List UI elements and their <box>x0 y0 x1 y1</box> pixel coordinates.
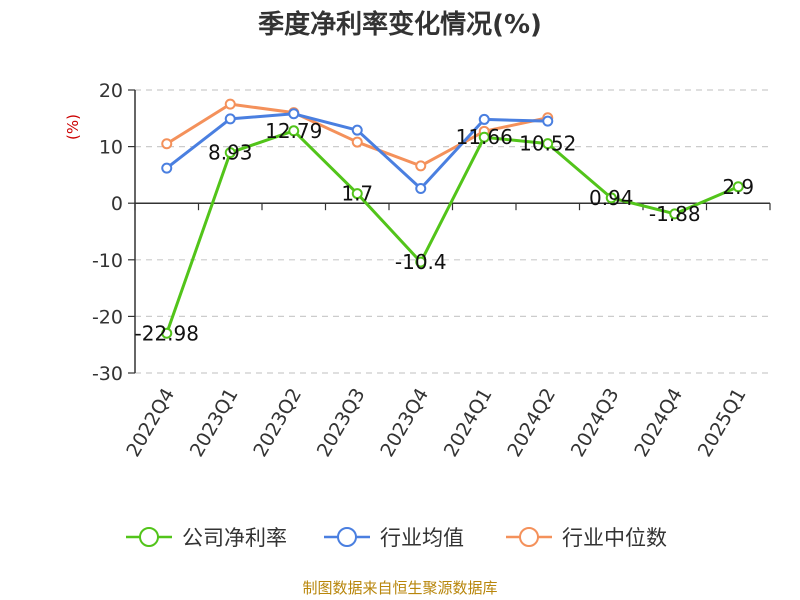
data-point <box>415 182 427 194</box>
legend-label: 行业均值 <box>380 526 464 550</box>
data-label: 8.93 <box>208 141 253 165</box>
data-point <box>542 115 554 127</box>
data-labels: -22.98 8.93 12.79 1.7 -10.4 11.66 10.52 0.94 -1.… <box>135 119 755 345</box>
source-note: 制图数据来自恒生聚源数据库 <box>302 579 497 597</box>
data-label: 11.66 <box>456 125 513 149</box>
data-point <box>351 136 363 148</box>
legend-marker <box>519 527 539 547</box>
data-point <box>351 188 363 200</box>
series-lines <box>161 98 744 339</box>
data-point <box>288 125 300 137</box>
legend-label: 行业中位数 <box>562 526 667 550</box>
x-tick-label: 2023Q4 <box>376 385 433 461</box>
data-label: 12.79 <box>265 119 322 143</box>
data-label: 2.9 <box>722 175 754 199</box>
data-point <box>415 256 427 268</box>
y-tick-label: -20 <box>92 306 123 328</box>
data-point <box>605 192 617 204</box>
x-tick-label: 2025Q1 <box>694 385 751 461</box>
data-point <box>224 147 236 159</box>
x-tick-label: 2024Q1 <box>440 385 497 461</box>
x-tick-label: 2023Q1 <box>186 385 243 461</box>
x-tick-label: 2023Q2 <box>249 385 306 461</box>
data-point <box>224 113 236 125</box>
y-tick-label: -30 <box>92 363 123 385</box>
data-label: -22.98 <box>135 321 199 345</box>
data-point <box>161 162 173 174</box>
legend: 公司净利率 行业均值 行业中位数 <box>126 526 667 550</box>
series-line <box>165 129 739 334</box>
data-point <box>669 208 681 220</box>
data-point <box>161 327 173 339</box>
data-point <box>288 108 300 120</box>
data-label: 0.94 <box>589 186 634 210</box>
chart-title: 季度净利率变化情况(%) <box>258 9 542 40</box>
data-point <box>478 113 490 125</box>
data-point <box>732 181 744 193</box>
grid-lines <box>135 89 770 374</box>
y-tick-label: -10 <box>92 250 123 272</box>
x-tick-label: 2024Q4 <box>630 385 687 461</box>
x-tick-label: 2023Q3 <box>313 385 370 461</box>
data-point <box>351 124 363 136</box>
data-point <box>224 98 236 110</box>
x-tick-label: 2024Q2 <box>503 385 560 461</box>
y-tick-label: 20 <box>99 80 123 102</box>
data-label: -10.4 <box>395 250 447 274</box>
y-tick-label: 0 <box>111 193 123 215</box>
data-label: -1.88 <box>649 202 701 226</box>
data-point <box>478 131 490 143</box>
legend-marker <box>337 527 357 547</box>
data-point <box>161 138 173 150</box>
data-point <box>542 138 554 150</box>
data-label: 10.52 <box>519 132 576 156</box>
data-label: 1.7 <box>341 182 373 206</box>
data-point <box>415 160 427 172</box>
y-tick-label: 10 <box>99 137 123 159</box>
legend-label: 公司净利率 <box>182 526 287 550</box>
x-tick-label: 2024Q3 <box>567 385 624 461</box>
legend-marker <box>139 527 159 547</box>
y-axis-label: (%) <box>64 114 82 140</box>
x-tick-label: 2022Q4 <box>122 385 179 461</box>
